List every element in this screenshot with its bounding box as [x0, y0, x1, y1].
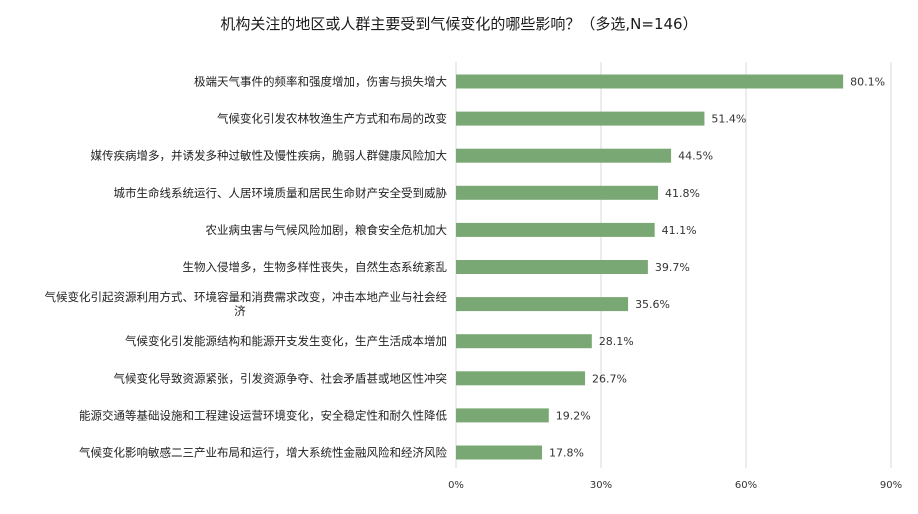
data-label: 28.1%: [599, 335, 634, 348]
x-tick-label: 90%: [880, 480, 902, 491]
data-label: 80.1%: [850, 76, 885, 89]
bar: [456, 445, 543, 460]
x-tick-label: 0%: [448, 480, 464, 491]
bar: [456, 371, 586, 386]
category-label: 农业病虫害与气候风险加剧，粮食安全危机加大: [206, 223, 448, 237]
data-label: 35.6%: [635, 298, 670, 311]
bar: [456, 148, 672, 163]
data-label: 19.2%: [556, 409, 591, 422]
category-label: 气候变化导致资源紧张，引发资源争夺、社会矛盾甚或地区性冲突: [114, 371, 448, 385]
data-label: 17.8%: [549, 447, 584, 460]
category-labels: 极端天气事件的频率和强度增加，伤害与损失增大气候变化引发农林牧渔生产方式和布局的…: [45, 75, 448, 460]
bar: [456, 334, 592, 349]
data-label: 41.8%: [665, 187, 700, 200]
bar: [456, 185, 659, 200]
bar: [456, 74, 844, 89]
category-label: 气候变化引起资源利用方式、环境容量和消费需求改变，冲击本地产业与社会经济: [45, 290, 448, 318]
x-tick-label: 30%: [590, 480, 612, 491]
value-labels: 80.1% 51.4% 44.5% 41.8% 41.1% 39.7% 35.6% 28.1%…: [549, 76, 885, 460]
category-label: 媒传疾病增多，并诱发多种过敏性及慢性疾病，脆弱人群健康风险加大: [91, 149, 448, 163]
bar: [456, 260, 648, 274]
data-label: 51.4%: [711, 113, 746, 126]
x-axis-ticks: 0% 30% 60% 90%: [448, 480, 902, 491]
category-label: 气候变化影响敏感二三产业布局和运行，增大系统性金融风险和经济风险: [79, 446, 447, 460]
data-label: 44.5%: [678, 150, 713, 163]
bar: [456, 111, 705, 126]
bar: [456, 222, 655, 237]
category-label: 生物入侵增多，生物多样性丧失，自然生态系统紊乱: [183, 260, 448, 274]
bar: [456, 297, 629, 312]
category-label: 气候变化引发能源结构和能源开支发生变化，生产生活成本增加: [125, 334, 447, 348]
category-label: 能源交通等基础设施和工程建设运营环境变化，安全稳定性和耐久性降低: [79, 408, 447, 422]
x-tick-label: 60%: [735, 480, 757, 491]
bars: [456, 74, 844, 460]
data-label: 26.7%: [592, 372, 627, 385]
category-label: 气候变化引发农林牧渔生产方式和布局的改变: [217, 112, 447, 126]
chart-title: 机构关注的地区或人群主要受到气候变化的哪些影响？（多选,N=146）: [220, 15, 697, 33]
category-label: 极端天气事件的频率和强度增加，伤害与损失增大: [194, 75, 447, 89]
data-label: 41.1%: [662, 224, 697, 237]
bar: [456, 408, 549, 423]
data-label: 39.7%: [655, 261, 690, 274]
category-label: 城市生命线系统运行、人居环境质量和居民生命财产安全受到威胁: [114, 186, 448, 200]
